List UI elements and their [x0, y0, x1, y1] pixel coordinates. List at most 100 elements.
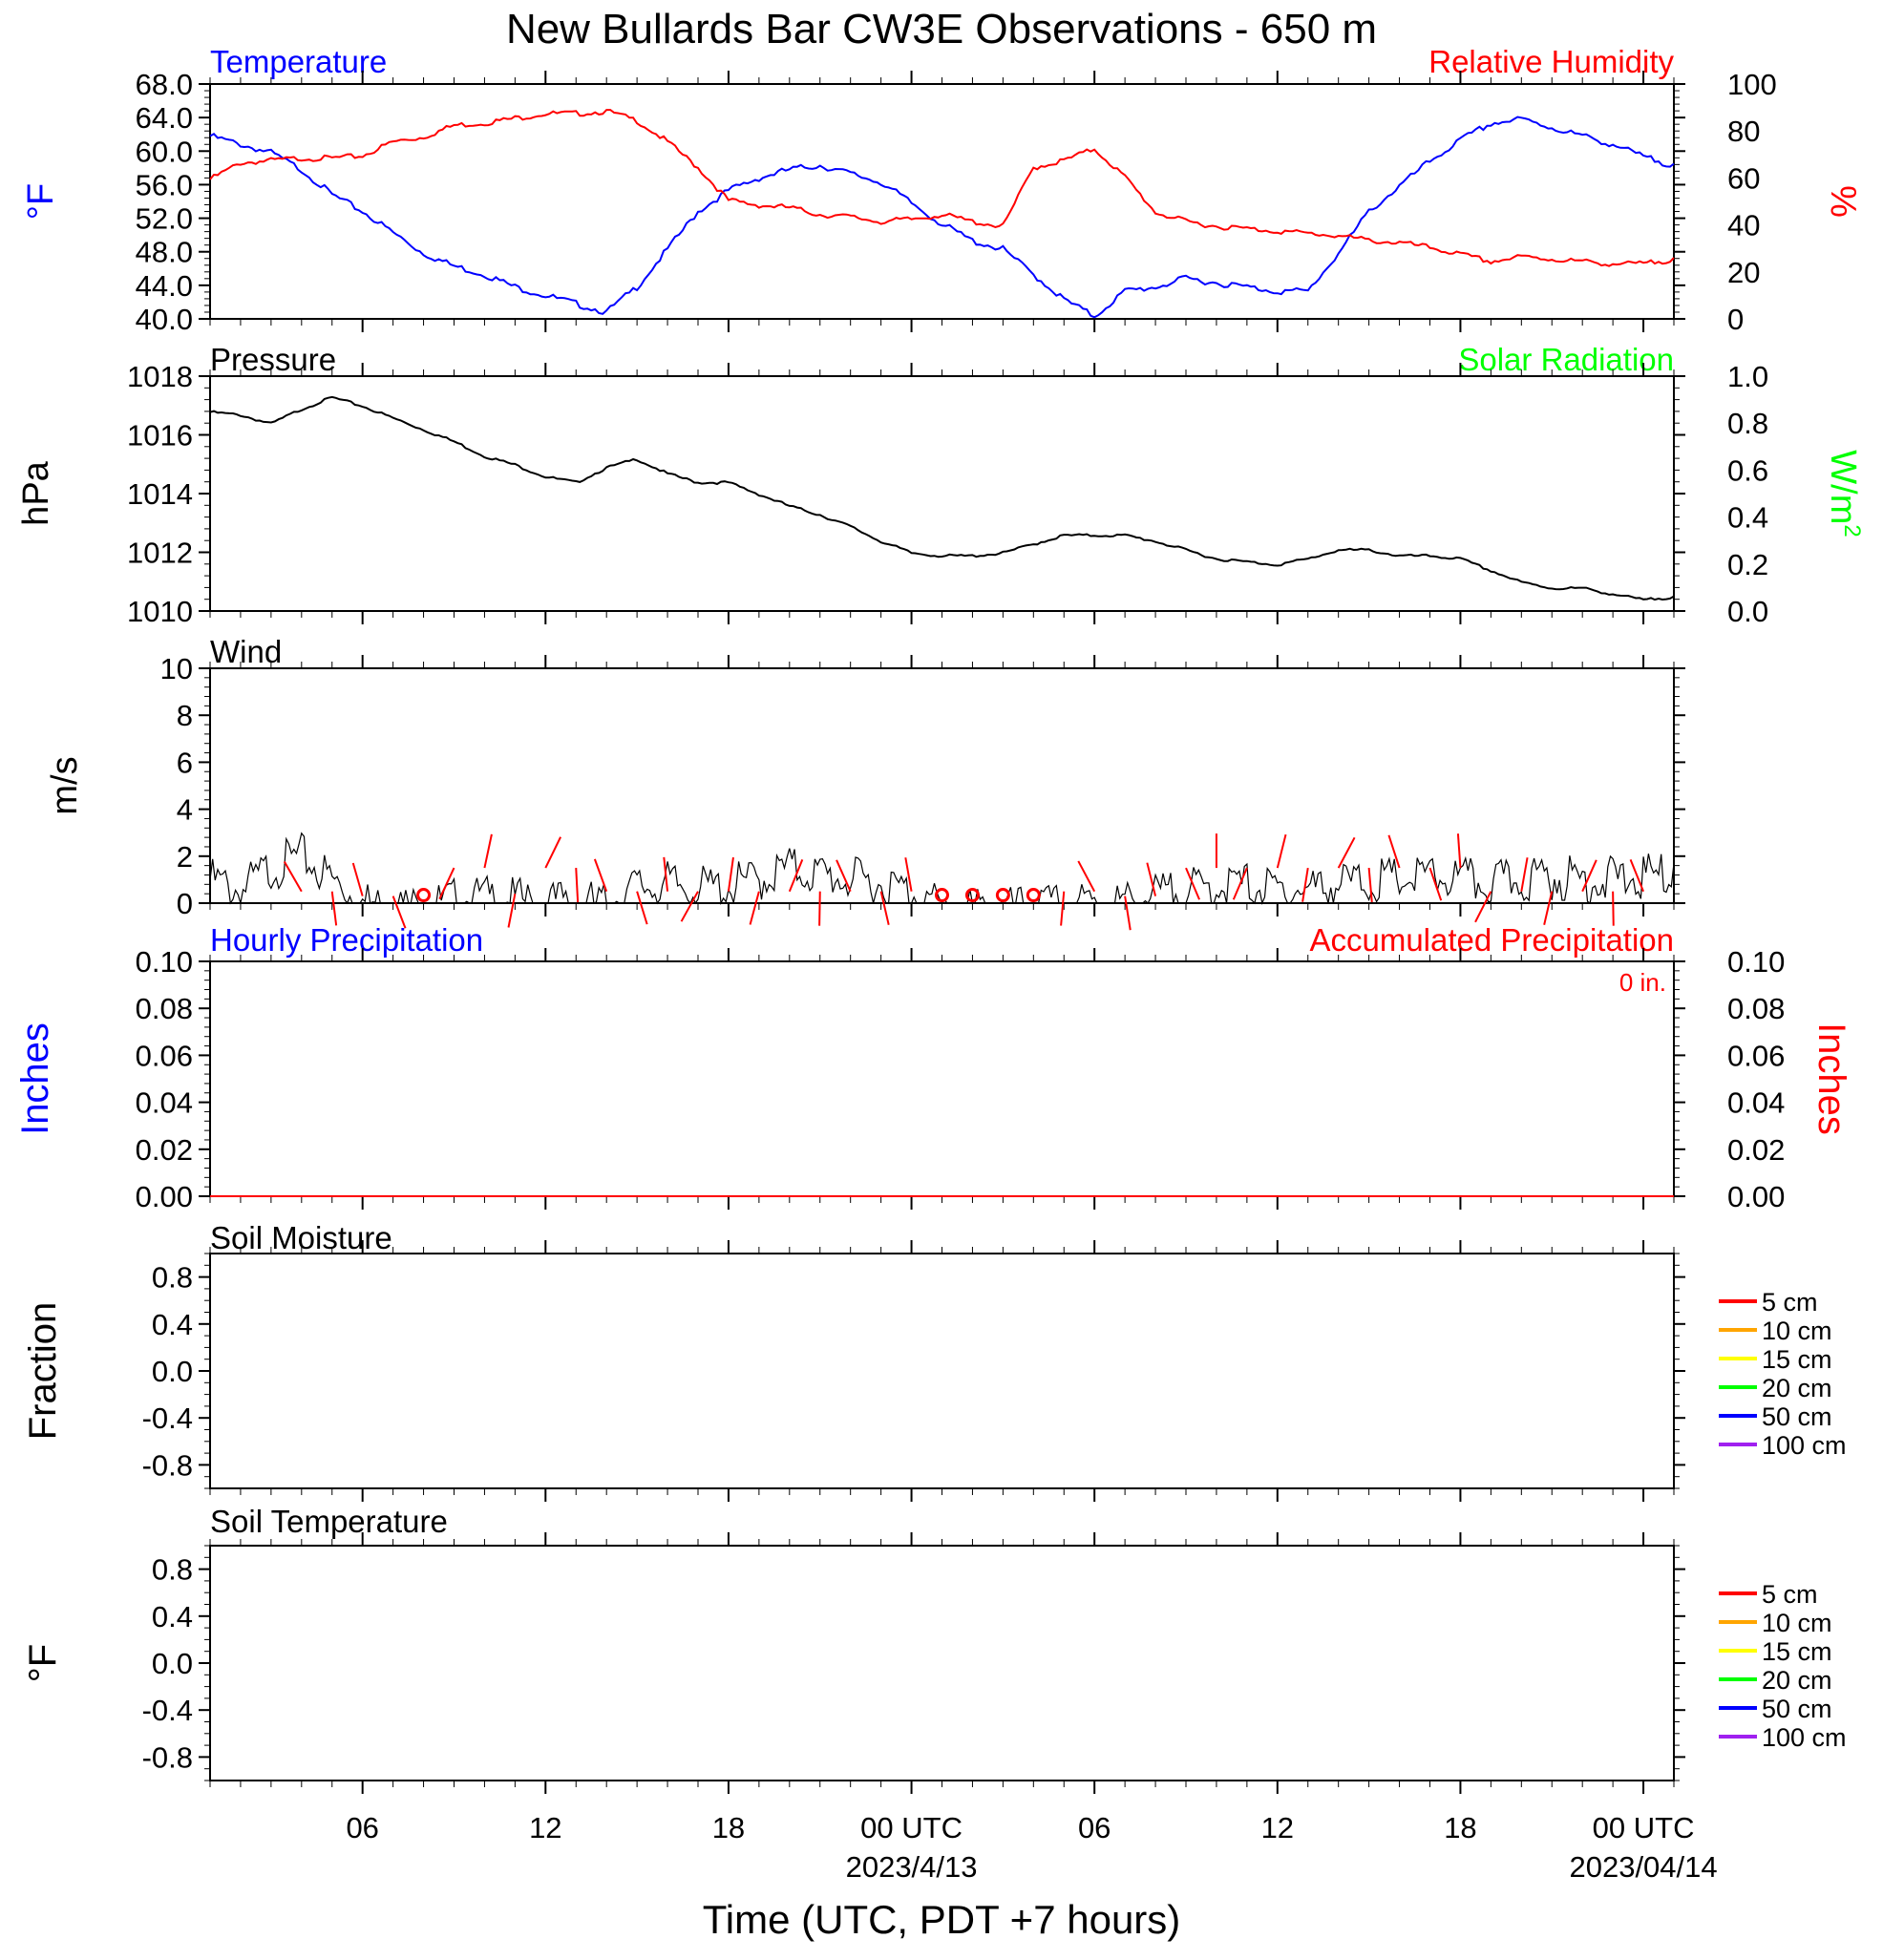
humidity-unit: % [1823, 185, 1863, 218]
wind-calm-marker [416, 888, 432, 903]
wind-direction-barb [330, 891, 338, 926]
soil_moisture-legend-label: 10 cm [1762, 1317, 1832, 1345]
wind-direction-barb [680, 891, 699, 922]
wind-left-tick-label: 6 [177, 746, 193, 779]
pressure-right-tick-label: 0.6 [1727, 453, 1768, 487]
solar-unit-sup: 2 [1839, 524, 1865, 537]
pressure-left-tick-label: 1014 [127, 477, 193, 511]
pressure-left-tick-label: 1016 [127, 419, 193, 453]
wind-direction-barb [1456, 833, 1462, 869]
wind-calm-marker [1026, 888, 1041, 903]
precip-left-tick-label: 0.04 [136, 1086, 193, 1120]
wind-direction-barb [1428, 867, 1443, 901]
soil_temp-legend-label: 10 cm [1762, 1609, 1832, 1637]
pressure-title: Pressure [210, 342, 336, 377]
precip-right-tick-label: 0.06 [1727, 1039, 1785, 1072]
wind-left-tick-label: 8 [177, 699, 193, 732]
soil_moisture-left-tick-label: 0.8 [152, 1261, 193, 1295]
x-tick-label: 18 [1444, 1811, 1476, 1844]
wind-direction-barb [1543, 891, 1554, 926]
soil_moisture-left-tick-label: 0.4 [152, 1308, 193, 1341]
soil_temp-legend-label: 100 cm [1762, 1723, 1847, 1752]
wind-direction-barb [483, 833, 493, 869]
temp_rh-left-tick-label: 52.0 [136, 202, 193, 236]
accum-precip-title: Accumulated Precipitation [1309, 922, 1674, 958]
soil-moisture-plot-frame [209, 1253, 1675, 1489]
solar-unit-base: W/m [1823, 450, 1863, 524]
precip-right-tick-label: 0.08 [1727, 992, 1785, 1025]
pressure-panel: Pressure Solar Radiation hPa W/m2 [16, 342, 1865, 612]
soil_moisture-legend-label: 100 cm [1762, 1431, 1847, 1460]
temp_rh-right-tick-label: 40 [1727, 209, 1760, 242]
wind-direction-barb [663, 856, 669, 892]
soil_moisture-left-tick-label: 0.0 [152, 1355, 193, 1388]
wind-direction-barb [507, 893, 517, 928]
wind-left-tick-label: 2 [177, 840, 193, 874]
pressure-plot-frame [209, 375, 1675, 612]
pressure-left-tick-label: 1018 [127, 360, 193, 393]
precip-left-tick-label: 0.10 [136, 945, 193, 979]
hourly-precip-title: Hourly Precipitation [210, 922, 483, 958]
soil_moisture-legend-label: 50 cm [1762, 1402, 1832, 1431]
precip-right-tick-label: 0.04 [1727, 1086, 1785, 1120]
wind-direction-barb [1474, 891, 1492, 923]
precip-left-tick-label: 0.02 [136, 1133, 193, 1167]
soil-temperature-panel: Soil Temperature °F [22, 1504, 1675, 1781]
soil-moisture-unit: Fraction [22, 1302, 64, 1441]
temp_rh-left-tick-label: 40.0 [136, 303, 193, 336]
precip-left-tick-label: 0.06 [136, 1039, 193, 1072]
precipitation-panel: Hourly Precipitation Accumulated Precipi… [14, 922, 1852, 1197]
wind-direction-barb [636, 891, 648, 925]
wind-direction-barb [544, 836, 561, 869]
x-tick-label: 00 UTC [1593, 1811, 1695, 1844]
wind-direction-barb [1301, 867, 1309, 902]
precip-left-unit: Inches [14, 1022, 56, 1135]
precip-right-unit: Inches [1810, 1022, 1852, 1135]
wind-direction-barb [1581, 859, 1597, 893]
wind-direction-barb [1387, 834, 1401, 869]
wind-direction-barb [1124, 896, 1132, 931]
pressure-left-tick-label: 1012 [127, 537, 193, 570]
wind-direction-barb [879, 891, 890, 926]
temp_rh-left-tick-label: 44.0 [136, 269, 193, 303]
wind-direction-barb [1146, 862, 1157, 896]
soil_temp-left-tick-label: 0.8 [152, 1553, 193, 1587]
wind-direction-barb [1367, 868, 1373, 903]
wind-direction-barb [283, 861, 303, 893]
x-tick-date-label: 2023/04/14 [1569, 1850, 1717, 1884]
precip-right-tick-label: 0.02 [1727, 1133, 1785, 1167]
wind-direction-barb [1060, 891, 1066, 926]
temperature-line [209, 116, 1675, 319]
solar-unit: W/m2 [1823, 450, 1865, 537]
soil-moisture-panel: Soil Moisture Fraction [22, 1220, 1675, 1489]
soil_moisture-legend-label: 15 cm [1762, 1345, 1832, 1374]
temperature-humidity-panel: Temperature Relative Humidity °F % [21, 44, 1863, 320]
temp_rh-right-tick-label: 100 [1727, 68, 1777, 101]
accum-precip-total: 0 in. [1619, 968, 1666, 997]
wind-direction-barb [391, 896, 407, 929]
x-tick-label: 06 [346, 1811, 378, 1844]
soil_moisture-left-tick-label: -0.4 [142, 1402, 193, 1435]
humidity-line [209, 109, 1675, 267]
wind-left-tick-label: 0 [177, 887, 193, 920]
temp_rh-right-tick-label: 0 [1727, 303, 1744, 336]
figure-title: New Bullards Bar CW3E Observations - 650… [506, 6, 1377, 53]
wind-speed-line [209, 832, 1675, 906]
temp_rh-left-tick-label: 68.0 [136, 68, 193, 101]
wind-direction-barb [904, 857, 913, 892]
temp_rh-left-tick-label: 64.0 [136, 101, 193, 135]
pressure-right-tick-label: 0.4 [1727, 501, 1768, 535]
pressure-right-tick-label: 0.8 [1727, 407, 1768, 440]
wind-direction-barb [788, 858, 804, 893]
soil-temperature-plot-frame [209, 1545, 1675, 1781]
pressure-right-tick-label: 0.2 [1727, 548, 1768, 581]
precip-left-tick-label: 0.00 [136, 1180, 193, 1213]
x-tick-label: 12 [1261, 1811, 1294, 1844]
x-tick-label: 06 [1078, 1811, 1111, 1844]
wind-title: Wind [210, 634, 282, 669]
soil_temp-left-tick-label: 0.0 [152, 1647, 193, 1680]
wind-direction-barb [727, 856, 734, 892]
wind-direction-barb [593, 858, 608, 893]
pressure-right-tick-label: 1.0 [1727, 360, 1768, 393]
wind-left-tick-label: 4 [177, 793, 193, 827]
